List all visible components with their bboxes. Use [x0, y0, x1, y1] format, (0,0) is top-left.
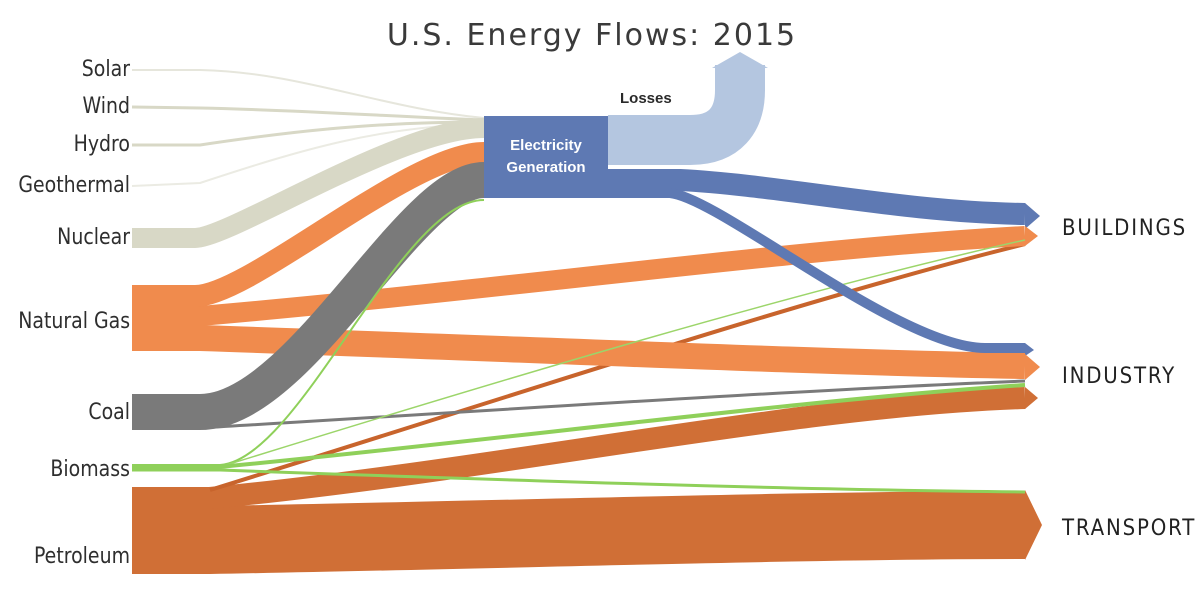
source-label-nuclear: Nuclear: [57, 225, 130, 250]
industry-arrowhead-petroleum: [1025, 387, 1038, 409]
buildings-arrowhead-gas: [1025, 226, 1038, 246]
flow-biomass-electricity: [132, 199, 485, 466]
transport-arrowhead: [1025, 490, 1042, 560]
source-label-petroleum: Petroleum: [33, 544, 130, 569]
electricity-generation-node: Electricity Generation: [484, 116, 608, 198]
flow-petroleum-industry: [132, 387, 1026, 509]
source-label-natural-gas: Natural Gas: [18, 309, 131, 334]
flow-solar-electricity: [132, 69, 485, 119]
flow-electricity-losses: [608, 65, 765, 165]
source-label-biomass: Biomass: [50, 457, 130, 482]
flow-gas-buildings: [132, 226, 1026, 326]
buildings-arrowhead: [1025, 203, 1040, 229]
flow-wind-electricity: [131, 105, 485, 122]
flow-electricity-industry: [608, 188, 1025, 353]
flow-biomass-buildings: [219, 239, 1026, 468]
source-label-geothermal: Geothermal: [18, 173, 130, 198]
losses-label: Losses: [620, 90, 672, 107]
source-label-hydro: Hydro: [73, 132, 130, 157]
sink-label-industry: INDUSTRY: [1062, 364, 1177, 389]
losses-arrowhead: [712, 52, 768, 68]
flow-nuclear-electricity: [132, 118, 485, 248]
flow-electricity-buildings: [608, 169, 1026, 225]
sink-label-transport: TRANSPORT: [1062, 516, 1197, 541]
sink-label-buildings: BUILDINGS: [1062, 216, 1187, 241]
page-title: U.S. Energy Flows: 2015: [386, 18, 798, 53]
flow-biomass-industry: [132, 383, 1026, 469]
industry-arrowhead: [1025, 343, 1034, 356]
industry-arrowhead-gas: [1025, 354, 1040, 380]
source-label-solar: Solar: [81, 57, 130, 82]
electricity-label-line1: Electricity: [510, 137, 582, 154]
source-label-wind: Wind: [82, 94, 130, 119]
flow-hydro-electricity: [132, 120, 485, 147]
flow-coal-industry: [199, 379, 1026, 430]
flow-coal-electricity: [132, 162, 487, 430]
electricity-label-line2: Generation: [506, 159, 586, 176]
flow-gas-electricity: [132, 142, 485, 307]
flow-layer: [131, 52, 1042, 574]
source-label-coal: Coal: [88, 400, 130, 425]
flow-biomass-transport: [132, 468, 1026, 494]
flow-petroleum-transport: [132, 491, 1026, 574]
